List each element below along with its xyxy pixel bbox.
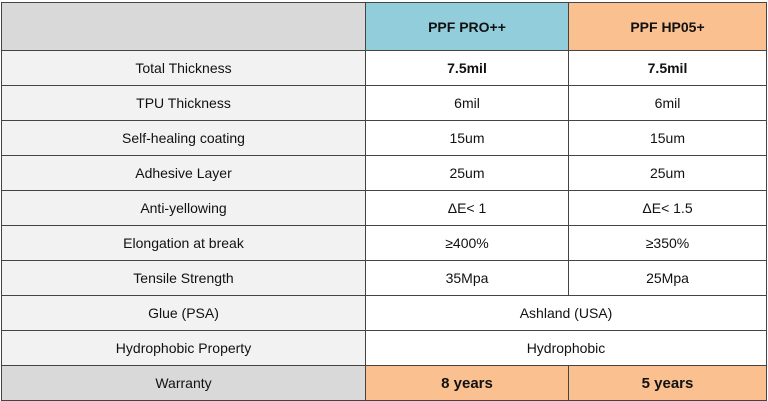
table-row-self-healing: Self-healing coating 15um 15um bbox=[1, 120, 767, 156]
product-b-value: ≥350% bbox=[568, 225, 767, 261]
table-row-total-thickness: Total Thickness 7.5mil 7.5mil bbox=[1, 50, 767, 86]
product-a-value: ≥400% bbox=[365, 225, 569, 261]
row-label: TPU Thickness bbox=[1, 85, 366, 121]
product-a-value: 6mil bbox=[365, 85, 569, 121]
product-b-value: 15um bbox=[568, 120, 767, 156]
shared-value: Ashland (USA) bbox=[365, 295, 767, 331]
table-row-elongation: Elongation at break ≥400% ≥350% bbox=[1, 225, 767, 261]
row-label: Adhesive Layer bbox=[1, 155, 366, 191]
product-b-header: PPF HP05+ bbox=[568, 2, 767, 51]
row-label: Warranty bbox=[1, 365, 366, 401]
table-row-adhesive-layer: Adhesive Layer 25um 25um bbox=[1, 155, 767, 191]
product-b-value: 25Mpa bbox=[568, 260, 767, 296]
table-row-tensile-strength: Tensile Strength 35Mpa 25Mpa bbox=[1, 260, 767, 296]
product-a-value: 15um bbox=[365, 120, 569, 156]
table-row-tpu-thickness: TPU Thickness 6mil 6mil bbox=[1, 85, 767, 121]
row-label: Total Thickness bbox=[1, 50, 366, 86]
shared-value: Hydrophobic bbox=[365, 330, 767, 366]
table-row-glue: Glue (PSA) Ashland (USA) bbox=[1, 295, 767, 331]
row-label: Elongation at break bbox=[1, 225, 366, 261]
product-b-value: 25um bbox=[568, 155, 767, 191]
corner-cell bbox=[1, 2, 366, 51]
row-label: Self-healing coating bbox=[1, 120, 366, 156]
product-a-value: 25um bbox=[365, 155, 569, 191]
product-b-value: ΔE< 1.5 bbox=[568, 190, 767, 226]
table-row-warranty: Warranty 8 years 5 years bbox=[1, 365, 767, 401]
product-b-value: 6mil bbox=[568, 85, 767, 121]
row-label: Anti-yellowing bbox=[1, 190, 366, 226]
product-a-value: ΔE< 1 bbox=[365, 190, 569, 226]
row-label: Hydrophobic Property bbox=[1, 330, 366, 366]
product-b-value: 7.5mil bbox=[568, 50, 767, 86]
product-a-header: PPF PRO++ bbox=[365, 2, 569, 51]
row-label: Tensile Strength bbox=[1, 260, 366, 296]
product-a-value: 8 years bbox=[365, 365, 569, 401]
row-label: Glue (PSA) bbox=[1, 295, 366, 331]
table-row-hydrophobic: Hydrophobic Property Hydrophobic bbox=[1, 330, 767, 366]
product-a-value: 35Mpa bbox=[365, 260, 569, 296]
product-b-value: 5 years bbox=[568, 365, 767, 401]
header-row: PPF PRO++ PPF HP05+ bbox=[1, 2, 767, 51]
product-a-value: 7.5mil bbox=[365, 50, 569, 86]
table-row-anti-yellowing: Anti-yellowing ΔE< 1 ΔE< 1.5 bbox=[1, 190, 767, 226]
